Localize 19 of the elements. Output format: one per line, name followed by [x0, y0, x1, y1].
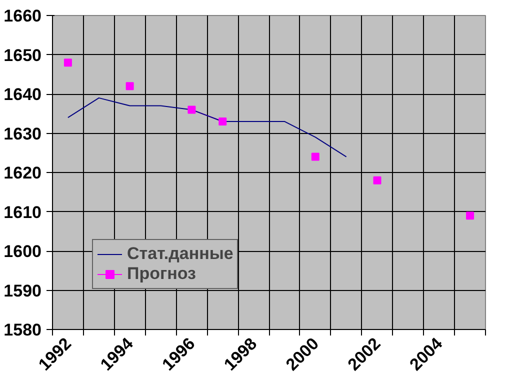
point: [126, 82, 134, 90]
legend-label: Стат.данные: [127, 244, 234, 264]
y-tick-label: 1640: [4, 85, 42, 104]
y-tick-label: 1600: [4, 242, 42, 261]
y-tick-label: 1620: [4, 164, 42, 182]
y-tick-label: 1590: [4, 281, 42, 300]
point: [466, 212, 474, 220]
y-tick-label: 1650: [4, 46, 42, 65]
legend-label: Прогноз: [127, 264, 196, 284]
point: [373, 176, 382, 184]
point: [188, 106, 196, 114]
point: [218, 117, 227, 126]
y-tick-label: 1630: [4, 124, 42, 144]
y-tick-label: 1610: [4, 202, 42, 222]
point: [311, 152, 320, 161]
line-series: [67, 97, 347, 158]
point: [64, 58, 72, 67]
y-tick-label: 1580: [4, 320, 42, 340]
y-tick-label: 1660: [4, 6, 42, 26]
